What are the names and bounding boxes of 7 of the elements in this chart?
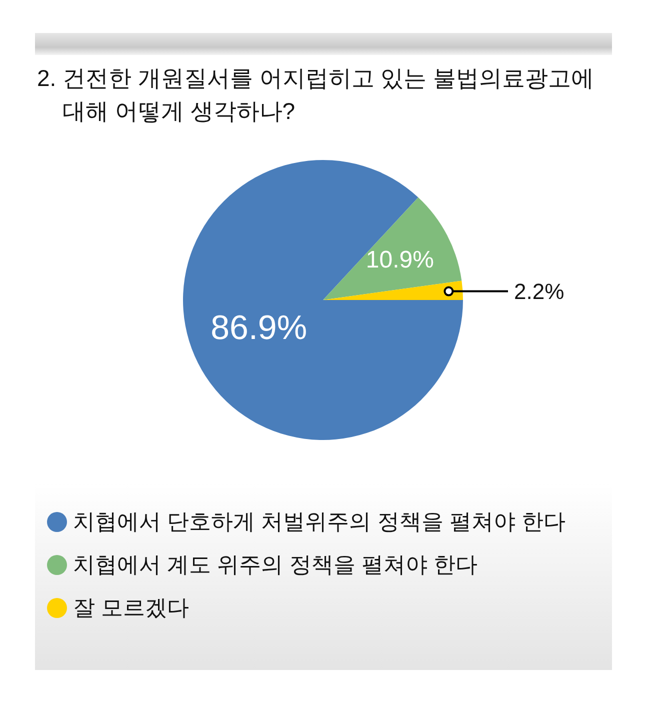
legend-label: 치협에서 계도 위주의 정책을 펼쳐야 한다: [73, 550, 478, 578]
legend-label: 잘 모르겠다: [73, 594, 190, 622]
chart-title: 2. 건전한 개원질서를 어지럽히고 있는 불법의료광고에 대해 어떻게 생각하나?: [37, 64, 596, 126]
data-label: 2.2%: [514, 278, 564, 304]
data-label: 10.9%: [366, 246, 434, 274]
legend-label: 치협에서 단호하게 처벌위주의 정책을 펼쳐야 한다: [73, 508, 566, 536]
data-label: 86.9%: [210, 309, 308, 347]
